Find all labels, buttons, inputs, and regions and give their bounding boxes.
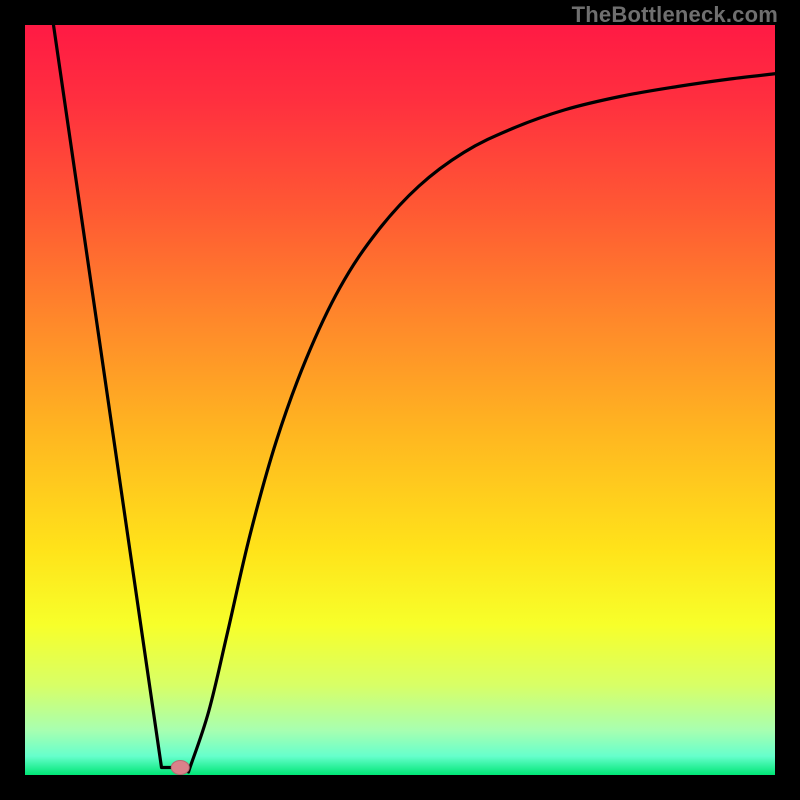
chart-canvas (0, 0, 800, 800)
watermark-text: TheBottleneck.com (572, 2, 778, 28)
